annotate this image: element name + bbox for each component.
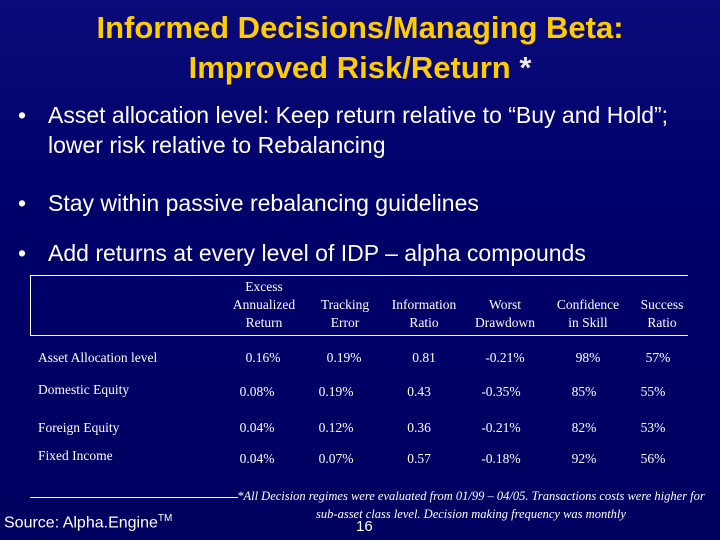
table-cell: 0.36	[407, 420, 431, 435]
header-line: Tracking	[320, 297, 370, 312]
title-asterisk: *	[519, 50, 532, 85]
table-cell: 57%	[645, 350, 671, 365]
header-line: in Skill	[568, 315, 608, 330]
row-label: Domestic Equity	[38, 382, 130, 397]
table-cell: 0.12%	[318, 420, 354, 435]
table-cell: 56%	[640, 451, 666, 466]
table-cell: -0.35%	[481, 384, 521, 399]
table-top-border	[30, 275, 688, 276]
bullet-marker: •	[18, 102, 27, 128]
trademark-symbol: TM	[157, 513, 173, 524]
table-cell: 98%	[575, 350, 601, 365]
header-line: Annualized	[232, 297, 296, 312]
header-line: Information	[391, 297, 457, 312]
header-line: Drawdown	[475, 315, 535, 330]
table-cell: 0.19%	[318, 384, 354, 399]
title-line-1: Informed Decisions/Managing Beta:	[96, 10, 624, 45]
source-credit: Source: Alpha.EngineTM	[4, 513, 172, 532]
header-line: Worst	[489, 297, 521, 312]
header-worst-drawdown: Worst Drawdown	[466, 296, 544, 332]
header-success-ratio: Success Ratio	[630, 296, 694, 332]
bullet-add-returns: • Add returns at every level of IDP – al…	[18, 238, 708, 268]
row-label: Fixed Income	[38, 448, 113, 463]
table-cell: 92%	[571, 451, 597, 466]
source-text: Source: Alpha.Engine	[4, 514, 158, 532]
table-cell: 0.08%	[239, 384, 275, 399]
header-line: Ratio	[647, 315, 677, 330]
header-line: Excess	[245, 279, 283, 294]
table-left-border	[30, 275, 31, 335]
page-number: 16	[356, 518, 373, 535]
table-cell: 0.81	[412, 350, 436, 365]
header-confidence-skill: Confidence in Skill	[546, 296, 630, 332]
header-line: Confidence	[556, 297, 620, 312]
header-line: Ratio	[409, 315, 439, 330]
table-cell: 0.57	[407, 451, 431, 466]
header-line: Error	[330, 315, 360, 330]
footer-divider	[30, 497, 238, 498]
bullet-rebalancing-guidelines: • Stay within passive rebalancing guidel…	[18, 188, 708, 218]
row-label: Foreign Equity	[38, 420, 120, 435]
table-cell: 0.19%	[326, 350, 362, 365]
bullet-text: Stay within passive rebalancing guidelin…	[48, 190, 479, 216]
table-cell: 55%	[640, 384, 666, 399]
table-cell: 0.04%	[239, 420, 275, 435]
table-cell: 0.16%	[245, 350, 281, 365]
table-cell: 0.04%	[239, 451, 275, 466]
header-excess-return: Excess Annualized Return	[224, 278, 304, 332]
bullet-marker: •	[18, 190, 27, 216]
bullet-marker: •	[18, 240, 27, 266]
table-cell: 82%	[571, 420, 597, 435]
bullet-text: Asset allocation level: Keep return rela…	[48, 102, 669, 158]
header-information-ratio: Information Ratio	[382, 296, 466, 332]
row-label: Asset Allocation level	[38, 350, 158, 365]
slide-title: Informed Decisions/Managing Beta: Improv…	[0, 8, 720, 88]
table-cell: 0.43	[407, 384, 431, 399]
table-header-border	[30, 335, 688, 336]
table-cell: -0.21%	[485, 350, 525, 365]
table-cell: -0.18%	[481, 451, 521, 466]
header-line: Return	[245, 315, 283, 330]
header-line: Success	[640, 297, 684, 312]
title-line-2-wrap: Improved Risk/Return *	[0, 48, 720, 88]
table-cell: 53%	[640, 420, 666, 435]
title-line-2: Improved Risk/Return	[188, 50, 511, 85]
bullet-text: Add returns at every level of IDP – alph…	[48, 240, 586, 266]
table-cell: 85%	[571, 384, 597, 399]
table-cell: -0.21%	[481, 420, 521, 435]
footnote: *All Decision regimes were evaluated fro…	[237, 489, 705, 521]
bullet-asset-allocation: • Asset allocation level: Keep return re…	[18, 100, 708, 160]
table-cell: 0.07%	[318, 451, 354, 466]
header-tracking-error: Tracking Error	[305, 296, 385, 332]
